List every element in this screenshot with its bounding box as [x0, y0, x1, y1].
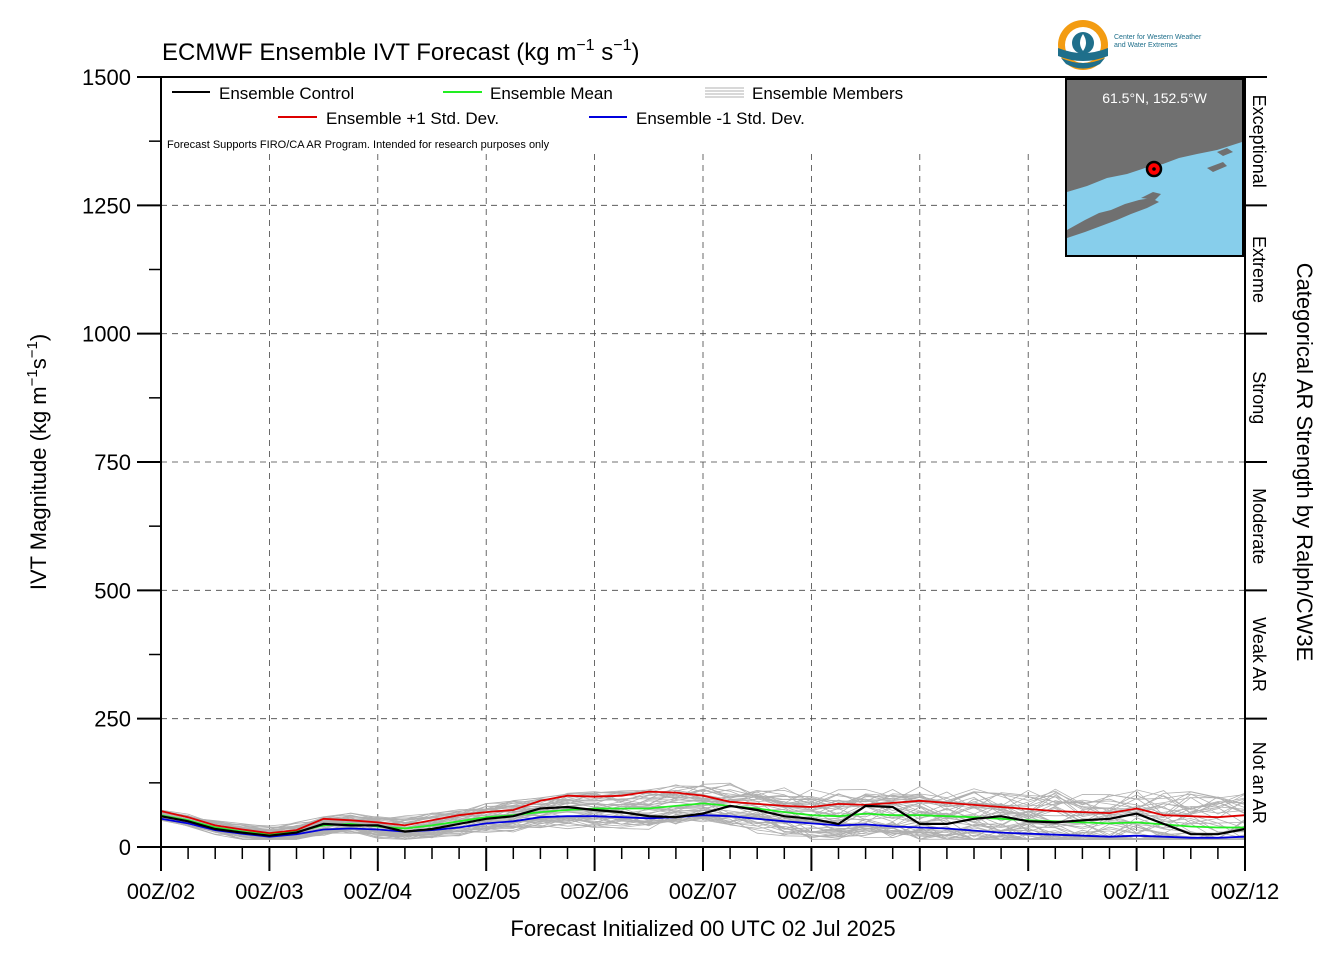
- chart-title: ECMWF Ensemble IVT Forecast (kg m−1 s−1): [162, 37, 639, 66]
- legend-label-mean: Ensemble Mean: [490, 84, 613, 103]
- legend-label-members: Ensemble Members: [752, 84, 903, 103]
- ensemble-member-line: [160, 801, 1246, 840]
- x-tick-label: 00Z/09: [886, 879, 955, 904]
- logo-line-1: Center for Western Weather: [1114, 34, 1202, 41]
- axes: [137, 76, 1267, 871]
- x-axis-label: Forecast Initialized 00 UTC 02 Jul 2025: [510, 916, 895, 941]
- x-tick-label: 00Z/11: [1103, 879, 1170, 904]
- inset-map-graphic: [1067, 80, 1242, 255]
- tick-labels: 0 250 500 750 1000 1250 1500 00Z/02 00Z/03 00Z/04…: [82, 65, 1279, 904]
- y-axis-label: IVT Magnitude (kg m−1s−1): [24, 334, 51, 590]
- ar-categories: Not an AR Weak AR Moderate Strong Extreme Exc…: [1245, 76, 1269, 824]
- y-tick-label: 1500: [82, 65, 131, 90]
- category-label: Exceptional: [1249, 95, 1269, 188]
- y-tick-label: 250: [94, 707, 131, 732]
- ensemble-member-line: [160, 792, 1246, 834]
- ensemble-member-line: [160, 786, 1246, 831]
- x-tick-label: 00Z/03: [235, 879, 304, 904]
- category-label: Extreme: [1249, 236, 1269, 303]
- category-label: Strong: [1249, 371, 1269, 424]
- series-control-line: [160, 804, 1246, 837]
- legend-label-control: Ensemble Control: [219, 84, 354, 103]
- series-plus-std-line: [160, 790, 1246, 835]
- y-tick-label: 500: [94, 578, 131, 603]
- ensemble-member-line: [160, 784, 1246, 828]
- right-axis-label: Categorical AR Strength by Ralph/CW3E: [1292, 263, 1317, 662]
- ensemble-member-line: [160, 796, 1246, 835]
- y-tick-label: 750: [94, 450, 131, 475]
- logo-mark-icon: [1058, 20, 1108, 70]
- x-tick-label: 00Z/06: [560, 879, 629, 904]
- cw3e-logo: Center for Western Weather and Water Ext…: [1056, 18, 1256, 74]
- y-tick-label: 1250: [82, 193, 131, 218]
- legend-swatch-members: [705, 87, 744, 98]
- y-tick-label: 1000: [82, 322, 131, 347]
- ensemble-member-line: [160, 785, 1246, 833]
- category-label: Moderate: [1249, 488, 1269, 564]
- y-tick-label: 0: [119, 835, 131, 860]
- series-lines: [160, 790, 1246, 839]
- inset-location-label: 61.5°N, 152.5°W: [1102, 90, 1207, 106]
- grid: [161, 77, 1245, 847]
- category-label: Weak AR: [1249, 617, 1269, 692]
- series-minus-std-line: [160, 814, 1246, 839]
- x-tick-label: 00Z/02: [127, 879, 196, 904]
- x-tick-label: 00Z/08: [777, 879, 846, 904]
- logo-text: Center for Western Weather and Water Ext…: [1114, 34, 1254, 50]
- x-tick-label: 00Z/10: [994, 879, 1063, 904]
- legend: Ensemble Control Ensemble Mean Ensemble …: [167, 84, 903, 151]
- x-tick-label: 00Z/12: [1211, 879, 1280, 904]
- x-tick-label: 00Z/05: [452, 879, 521, 904]
- legend-label-minus-std: Ensemble -1 Std. Dev.: [636, 109, 805, 128]
- x-tick-label: 00Z/04: [344, 879, 413, 904]
- category-label: Not an AR: [1249, 742, 1269, 824]
- research-note: Forecast Supports FIRO/CA AR Program. In…: [167, 139, 550, 151]
- legend-label-plus-std: Ensemble +1 Std. Dev.: [326, 109, 499, 128]
- location-inset-map: 61.5°N, 152.5°W: [1065, 78, 1244, 257]
- logo-line-2: and Water Extremes: [1114, 42, 1178, 49]
- x-tick-label: 00Z/07: [669, 879, 738, 904]
